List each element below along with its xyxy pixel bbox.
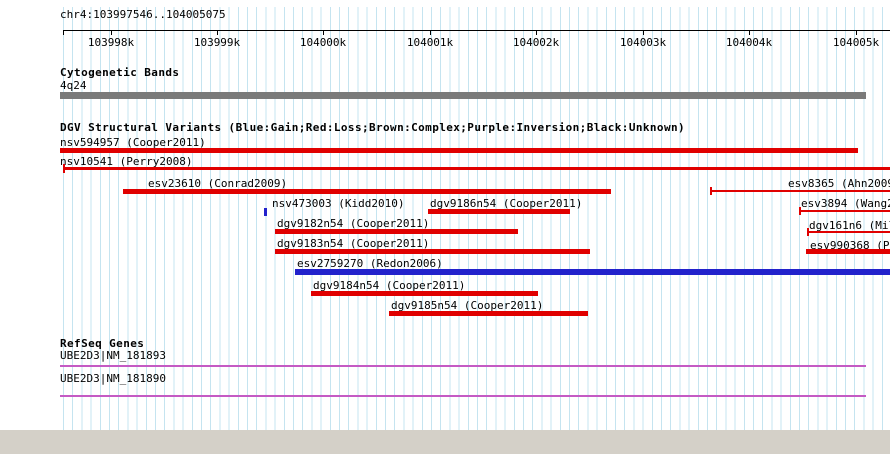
cytoband-bar[interactable]	[60, 92, 866, 99]
variant-bar[interactable]	[60, 148, 858, 153]
variant-bar[interactable]	[295, 269, 890, 275]
ruler-tick-label: 104005k	[832, 36, 880, 49]
ruler-tick-label: 104001k	[406, 36, 454, 49]
variant-bar[interactable]	[275, 229, 518, 234]
cytoband-section-title: Cytogenetic Bands	[60, 66, 180, 79]
variant-label[interactable]: esv2759270 (Redon2006)	[297, 257, 443, 270]
variant-bar[interactable]	[807, 231, 890, 233]
ruler-tick	[111, 30, 112, 35]
ruler-tick	[323, 30, 324, 35]
gene-label[interactable]: UBE2D3|NM_181893	[60, 349, 166, 362]
variant-label[interactable]: dgv9185n54 (Cooper2011)	[391, 299, 544, 312]
cytoband-label: 4q24	[60, 79, 87, 92]
variant-bar[interactable]	[123, 189, 611, 194]
variant-endcap	[710, 187, 712, 195]
gene-line[interactable]	[60, 365, 866, 367]
dgv-section-title: DGV Structural Variants (Blue:Gain;Red:L…	[60, 121, 686, 134]
ruler-tick-label: 103999k	[193, 36, 241, 49]
ruler-tick-label: 104003k	[619, 36, 667, 49]
gene-line[interactable]	[60, 395, 866, 397]
ruler-tick	[749, 30, 750, 35]
bottom-background	[0, 430, 890, 454]
ruler-tick-label: 103998k	[87, 36, 135, 49]
grid-background	[63, 7, 890, 430]
variant-label[interactable]: dgv9182n54 (Cooper2011)	[277, 217, 430, 230]
ruler-tick	[63, 30, 64, 35]
variant-endcap	[807, 228, 809, 236]
variant-endcap	[63, 164, 65, 173]
ruler-tick	[430, 30, 431, 35]
variant-label[interactable]: esv23610 (Conrad2009)	[148, 177, 288, 190]
variant-label[interactable]: esv8365 (Ahn2009)	[788, 177, 890, 190]
refseq-section-title: RefSeq Genes	[60, 337, 145, 350]
variant-label[interactable]: nsv10541 (Perry2008)	[60, 155, 193, 168]
ruler-line	[63, 30, 890, 31]
ruler-tick	[856, 30, 857, 35]
variant-bar[interactable]	[264, 208, 267, 216]
variant-bar[interactable]	[710, 190, 890, 192]
variant-label[interactable]: dgv9184n54 (Cooper2011)	[313, 279, 466, 292]
variant-bar[interactable]	[428, 209, 570, 214]
ruler-tick-label: 104000k	[299, 36, 347, 49]
variant-label[interactable]: nsv594957 (Cooper2011)	[60, 136, 206, 149]
variant-bar[interactable]	[63, 167, 890, 170]
ruler-tick	[643, 30, 644, 35]
variant-label[interactable]: dgv9183n54 (Cooper2011)	[277, 237, 430, 250]
variant-label[interactable]: esv3894 (Wang2	[801, 197, 890, 210]
ruler-tick-label: 104004k	[725, 36, 773, 49]
variant-label[interactable]: esv990368 (Pa	[810, 239, 890, 252]
variant-bar[interactable]	[389, 311, 588, 316]
ruler-tick-label: 104002k	[512, 36, 560, 49]
gene-label[interactable]: UBE2D3|NM_181890	[60, 372, 166, 385]
variant-bar[interactable]	[806, 249, 890, 254]
variant-label[interactable]: nsv473003 (Kidd2010)	[272, 197, 405, 210]
variant-label[interactable]: dgv9186n54 (Cooper2011)	[430, 197, 583, 210]
variant-bar[interactable]	[799, 210, 890, 212]
variant-label[interactable]: dgv161n6 (Mil	[809, 219, 890, 232]
variant-bar[interactable]	[275, 249, 590, 254]
ruler-tick	[536, 30, 537, 35]
ruler-tick	[217, 30, 218, 35]
variant-endcap	[799, 207, 801, 215]
region-coordinates: chr4:103997546..104005075	[60, 8, 226, 21]
variant-bar[interactable]	[311, 291, 538, 296]
